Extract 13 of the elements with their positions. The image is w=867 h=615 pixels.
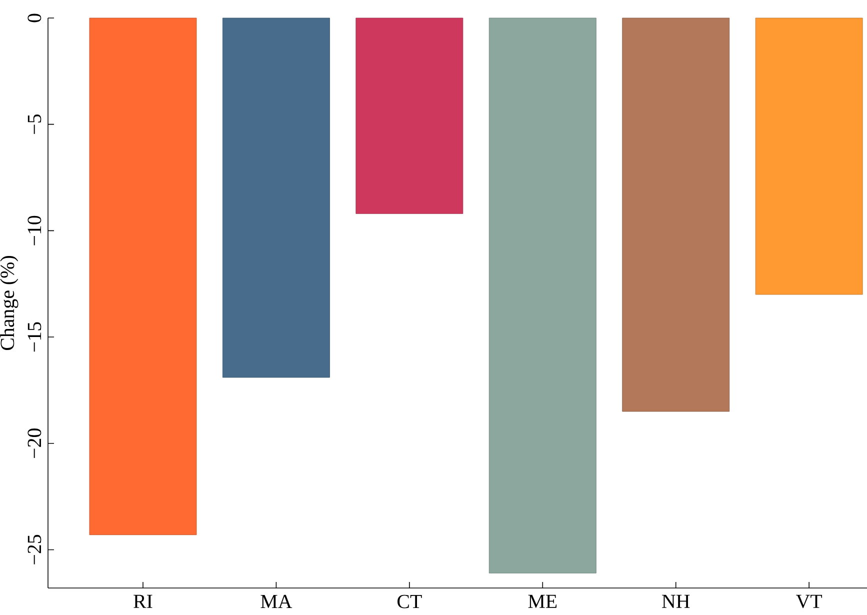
x-tick-label: RI	[134, 594, 152, 608]
y-axis-title: Change (%)	[0, 256, 18, 350]
y-tick-label: −20	[28, 428, 42, 458]
y-tick-label: −15	[28, 322, 42, 352]
x-tick-label: NH	[662, 594, 690, 608]
y-tick-label: −10	[28, 216, 42, 246]
y-tick-label: 0	[28, 14, 42, 22]
x-tick-label: ME	[528, 594, 557, 608]
y-tick-label: −5	[28, 114, 42, 134]
x-tick-label: CT	[397, 594, 422, 608]
x-tick-label: VT	[796, 594, 822, 608]
y-tick-label: −25	[28, 534, 42, 564]
x-tick-label: MA	[260, 594, 292, 608]
